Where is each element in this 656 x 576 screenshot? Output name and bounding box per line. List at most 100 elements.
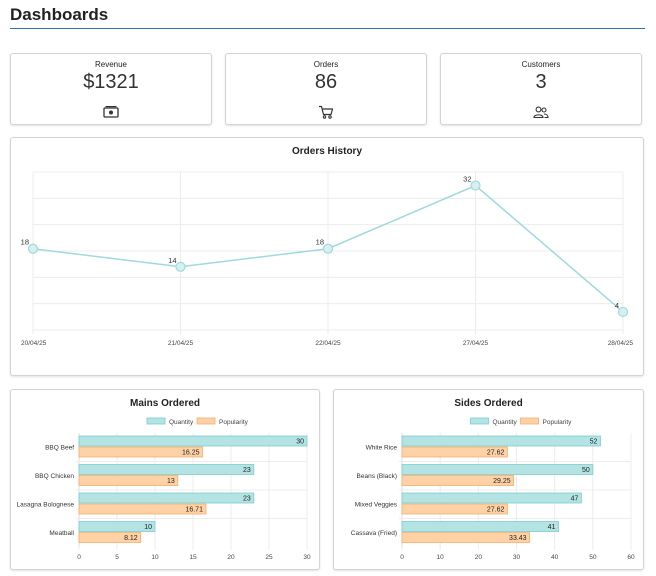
bar-value-label: 10 [144,524,152,531]
mains-ordered-title: Mains Ordered [129,398,201,409]
orders-value: 86 [314,71,338,93]
x-tick-label: 30 [303,554,311,561]
sides-ordered-title: Sides Ordered [454,398,523,409]
orders-card: Orders 86 [225,53,427,125]
x-tick-label: 20/04/25 [21,340,47,347]
bar-quantity [401,435,601,447]
x-tick-label: 60 [627,554,635,561]
x-tick-label: 50 [589,554,597,561]
bar-quantity [78,521,156,532]
category-label: Beans (Black) [357,473,397,480]
bar-popularity [401,446,508,458]
bar-popularity [401,503,508,515]
bar-quantity [78,492,255,504]
x-tick-label: 10 [437,554,445,561]
x-tick-label: 10 [151,554,159,561]
x-tick-label: 15 [189,554,197,561]
bar-quantity [401,492,582,504]
bar-value-label: 23 [243,496,251,503]
bar-popularity [78,503,207,515]
customers-value: 3 [535,71,547,93]
legend-label: Quantity [169,419,194,426]
data-label: 18 [316,238,324,247]
orders-history-chart: 18 20/04/25 14 21/04/25 18 22/04/25 32 27/04/25… [21,171,634,347]
x-tick-label: 25 [265,554,273,561]
x-tick-label: 28/04/25 [608,340,634,347]
x-tick-label: 20 [227,554,235,561]
x-tick-label: 0 [77,554,81,561]
legend-label: Popularity [543,419,573,426]
customers-card: Customers 3 [440,53,642,125]
bar-value-label: 47 [571,496,579,503]
category-label: Mixed Veggies [355,501,398,508]
cart-icon [319,105,334,119]
cash-icon [103,106,119,118]
bar-value-label: 8.12 [124,535,138,542]
bar-value-label: 16.71 [185,507,203,514]
customers-label: Customers [521,60,561,69]
bar-value-label: 52 [590,439,598,446]
bar-popularity [78,532,142,543]
data-label: 14 [168,256,176,265]
bar-value-label: 27.62 [487,450,505,457]
bar-value-label: 16.25 [182,450,200,457]
bar-quantity [401,521,559,532]
category-label: Meatball [49,530,74,537]
x-tick-label: 5 [115,554,119,561]
x-tick-label: 40 [551,554,559,561]
legend-swatch-quantity [470,417,489,425]
legend-label: Quantity [493,419,518,426]
bar-quantity [78,435,308,447]
bar-value-label: 29.25 [493,478,511,485]
bar-value-label: 33.43 [509,535,527,542]
revenue-card: Revenue $1321 [10,53,212,125]
bar-value-label: 41 [548,524,556,531]
sides-ordered-chart: Quantity Popularity 0 10 20 30 40 50 60 White Ric… [351,417,635,561]
category-label: BBQ Beef [45,444,74,451]
bar-value-label: 13 [167,478,175,485]
revenue-value: $1321 [83,71,139,93]
data-label: 18 [21,238,29,247]
category-label: Cassava (Fried) [351,530,397,537]
category-label: White Rice [366,444,398,451]
x-tick-label: 27/04/25 [463,340,489,347]
bar-value-label: 23 [243,467,251,474]
orders-label: Orders [313,60,339,69]
data-point [470,180,481,191]
data-point [175,261,186,272]
category-label: Lasagna Bolognese [17,501,75,508]
bar-value-label: 27.62 [487,507,505,514]
bar-popularity [78,446,203,458]
bar-popularity [401,532,530,543]
revenue-label: Revenue [94,60,128,69]
users-icon [533,106,549,119]
bar-quantity [78,464,255,475]
bar-popularity [78,475,179,486]
legend-swatch-popularity [520,417,539,425]
data-point [617,306,629,318]
bar-popularity [401,475,515,486]
mains-ordered-card: Mains Ordered Quantity Popularity 0 5 10 15 20… [10,389,320,570]
sides-ordered-card: Sides Ordered Quantity Popularity 0 10 20 30 4… [333,389,644,570]
bar-quantity [401,464,594,475]
legend-swatch-popularity [196,417,216,425]
page-title: Dashboards [10,5,109,24]
data-label: 4 [615,301,619,310]
category-label: BBQ Chicken [35,473,74,480]
bar-value-label: 30 [296,439,304,446]
x-tick-label: 30 [513,554,521,561]
orders-history-title: Orders History [291,146,363,157]
data-point [27,243,39,254]
data-point [322,243,334,254]
mains-ordered-chart: Quantity Popularity 0 5 10 15 20 25 30 BBQ Beef 30… [17,417,311,561]
x-tick-label: 21/04/25 [168,340,194,347]
x-tick-label: 22/04/25 [315,340,341,347]
legend-label: Popularity [219,419,249,426]
legend-swatch-quantity [146,417,166,425]
orders-history-card: Orders History 18 20/04/25 14 21/04/25 18 22/… [10,137,644,376]
data-label: 32 [463,175,471,184]
x-tick-label: 0 [400,554,404,561]
bar-value-label: 50 [582,467,590,474]
title-divider [10,28,645,29]
x-tick-label: 20 [475,554,483,561]
